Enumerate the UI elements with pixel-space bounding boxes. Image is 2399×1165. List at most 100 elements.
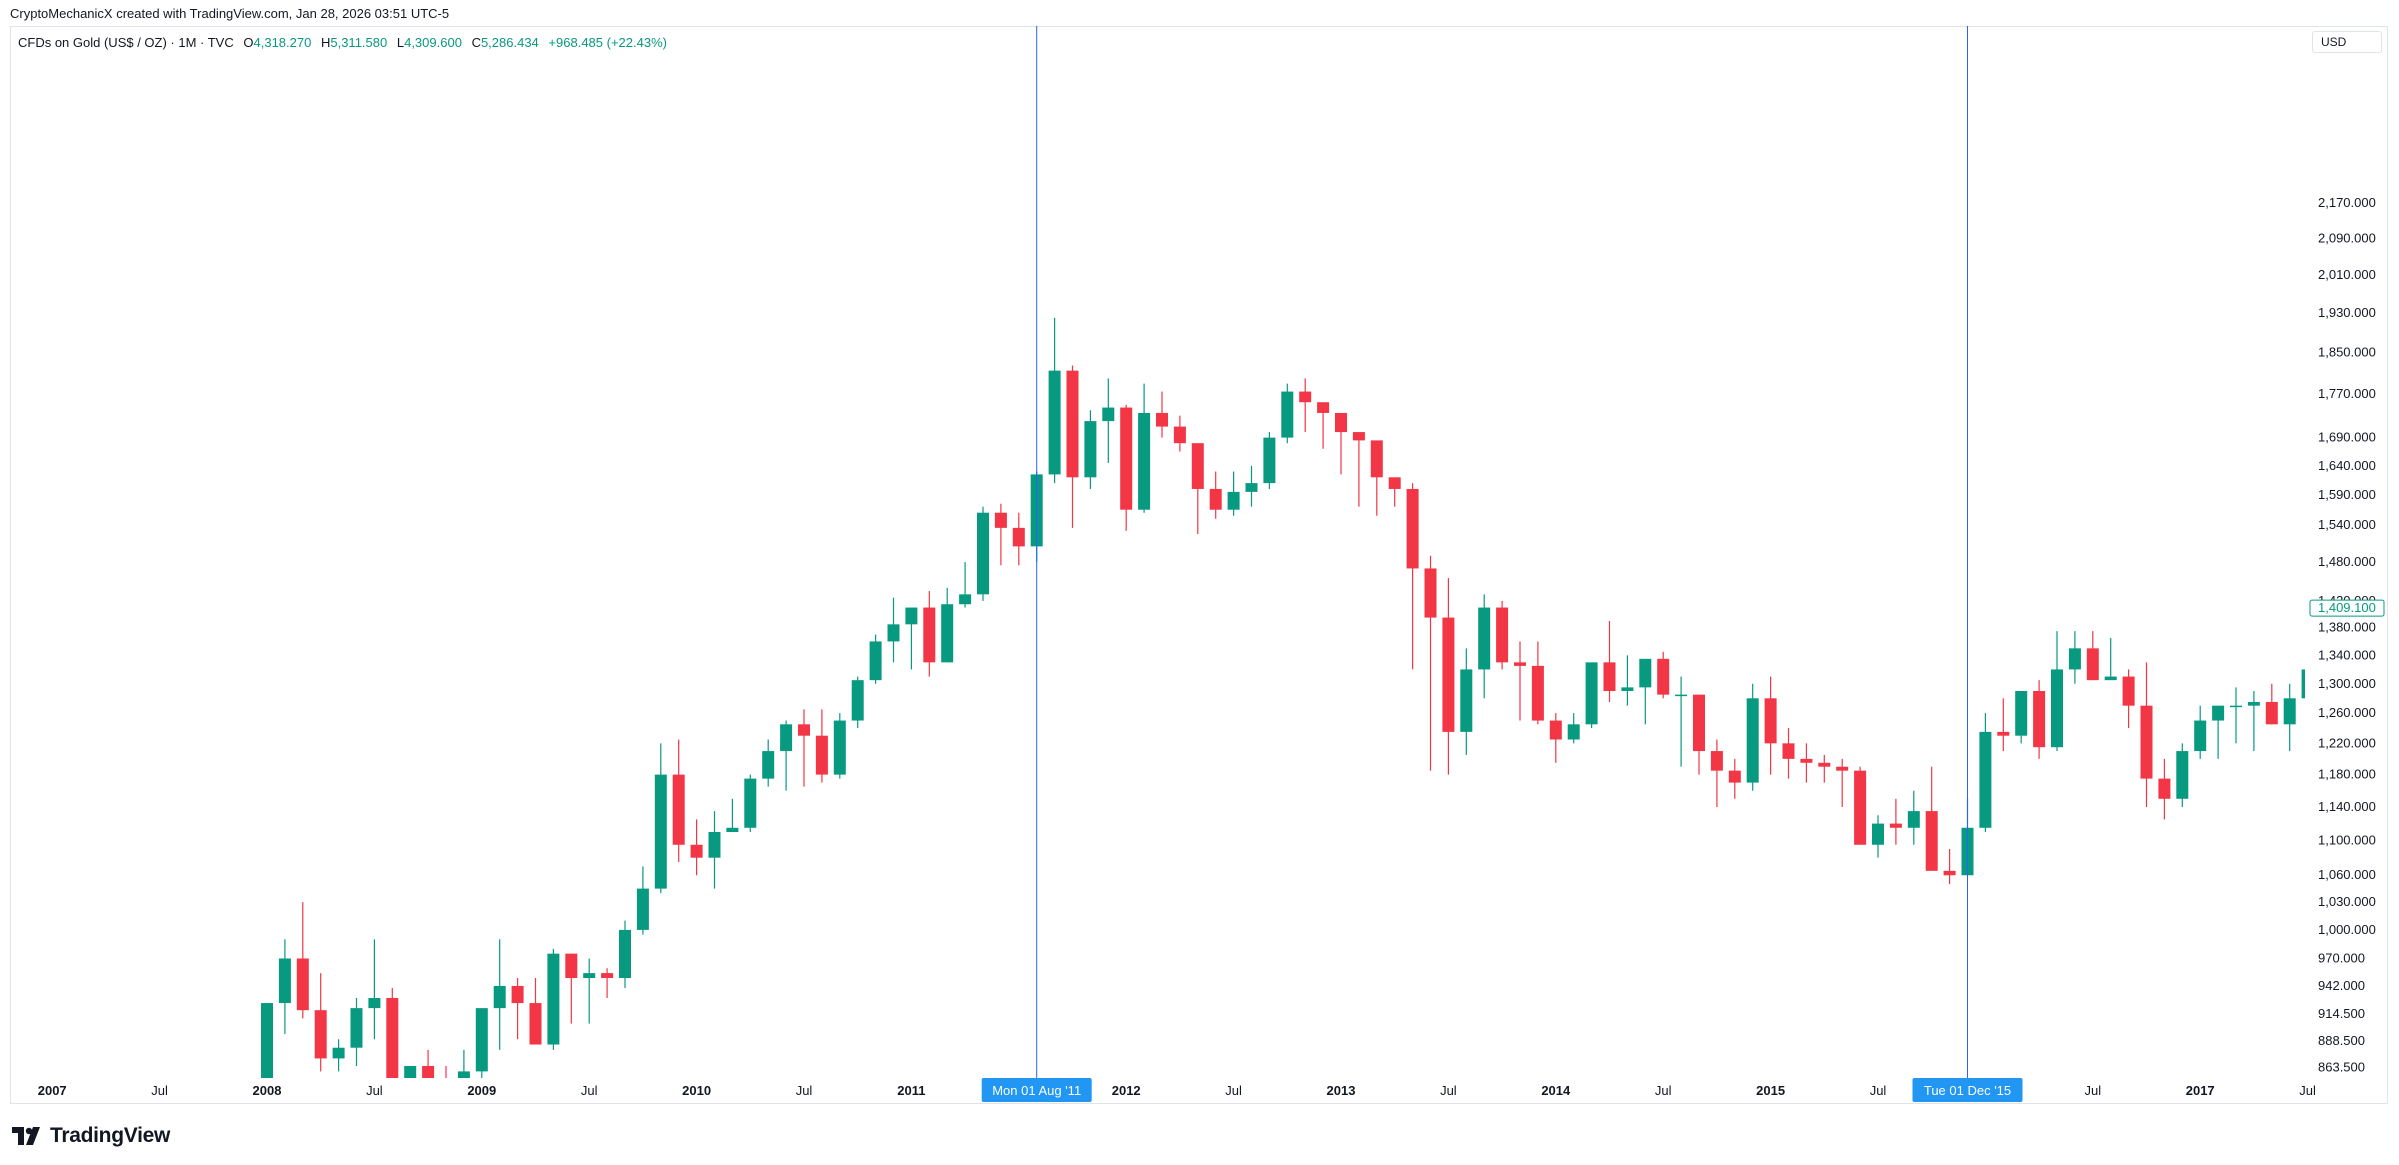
candle-41[interactable] — [994, 503, 1007, 566]
candle-13[interactable] — [493, 939, 506, 1050]
candle-98[interactable] — [2015, 691, 2028, 744]
candle-84[interactable] — [1764, 676, 1777, 775]
candle-16[interactable] — [547, 948, 560, 1050]
candle-20[interactable] — [619, 920, 631, 988]
candle-82[interactable] — [1728, 758, 1741, 799]
candle-14[interactable] — [511, 978, 524, 1040]
candle-112[interactable] — [2265, 683, 2278, 725]
candle-97[interactable] — [1997, 698, 2010, 752]
candle-19[interactable] — [601, 968, 614, 998]
candle-105[interactable] — [2140, 662, 2153, 807]
candle-40[interactable] — [977, 506, 989, 601]
candle-109[interactable] — [2212, 705, 2225, 759]
candle-67[interactable] — [1460, 648, 1473, 755]
candle-78[interactable] — [1657, 651, 1670, 699]
candle-49[interactable] — [1138, 383, 1151, 513]
candle-15[interactable] — [529, 978, 542, 1045]
candle-71[interactable] — [1531, 641, 1544, 725]
candle-34[interactable] — [869, 634, 882, 684]
candle-79[interactable] — [1675, 676, 1688, 767]
candle-70[interactable] — [1514, 641, 1526, 721]
candle-108[interactable] — [2194, 705, 2207, 759]
candle-89[interactable] — [1854, 766, 1867, 845]
symbol-name[interactable]: CFDs on Gold (US$ / OZ) · 1M · TVC — [18, 35, 234, 50]
candle-48[interactable] — [1120, 404, 1133, 531]
candle-3[interactable] — [314, 973, 327, 1072]
candle-101[interactable] — [2068, 631, 2081, 684]
candle-60[interactable] — [1335, 412, 1347, 475]
candle-55[interactable] — [1245, 465, 1258, 507]
candle-74[interactable] — [1585, 662, 1598, 729]
candle-54[interactable] — [1227, 471, 1240, 516]
candle-23[interactable] — [672, 739, 685, 863]
candle-83[interactable] — [1746, 683, 1759, 791]
candle-65[interactable] — [1424, 555, 1437, 771]
candle-4[interactable] — [332, 1039, 345, 1072]
candle-32[interactable] — [833, 713, 846, 779]
candle-0[interactable] — [261, 1003, 273, 1096]
candle-9[interactable] — [422, 1049, 435, 1165]
candle-94[interactable] — [1943, 849, 1956, 885]
tradingview-logo[interactable]: TradingView — [12, 1124, 170, 1148]
candle-2[interactable] — [296, 902, 309, 1019]
candle-27[interactable] — [744, 774, 757, 832]
candle-114[interactable] — [2301, 662, 2314, 724]
candle-119[interactable] — [2391, 638, 2399, 684]
candle-102[interactable] — [2086, 631, 2099, 681]
candle-58[interactable] — [1299, 378, 1312, 433]
candle-63[interactable] — [1388, 477, 1401, 507]
currency-selector[interactable]: USD — [2312, 31, 2382, 53]
candle-103[interactable] — [2104, 637, 2117, 681]
candle-86[interactable] — [1800, 743, 1813, 783]
candle-85[interactable] — [1782, 728, 1795, 779]
candle-6[interactable] — [368, 939, 381, 1040]
candle-69[interactable] — [1496, 600, 1509, 670]
candle-10[interactable] — [440, 1065, 452, 1139]
candle-22[interactable] — [654, 743, 667, 894]
candle-5[interactable] — [350, 997, 363, 1066]
candle-42[interactable] — [1012, 512, 1025, 566]
candle-39[interactable] — [959, 562, 972, 608]
candle-62[interactable] — [1370, 440, 1383, 516]
candle-73[interactable] — [1567, 713, 1580, 744]
candle-61[interactable] — [1352, 432, 1365, 507]
candle-99[interactable] — [2033, 680, 2046, 759]
candle-104[interactable] — [2122, 669, 2135, 729]
candle-36[interactable] — [905, 607, 918, 670]
candle-1[interactable] — [278, 939, 291, 1034]
candle-12[interactable] — [475, 1008, 488, 1082]
candle-96[interactable] — [1979, 713, 1992, 832]
candle-59[interactable] — [1317, 402, 1330, 449]
candle-110[interactable] — [2230, 687, 2242, 744]
candle-30[interactable] — [798, 709, 810, 787]
candle-21[interactable] — [636, 866, 649, 935]
candle-33[interactable] — [851, 676, 864, 729]
candle-46[interactable] — [1084, 410, 1097, 489]
candle-57[interactable] — [1281, 383, 1294, 444]
candle-50[interactable] — [1156, 391, 1168, 438]
candle-17[interactable] — [565, 953, 578, 1024]
candle-18[interactable] — [583, 958, 596, 1024]
candle-100[interactable] — [2051, 631, 2063, 752]
candle-77[interactable] — [1639, 658, 1652, 725]
candle-88[interactable] — [1836, 758, 1849, 807]
candle-35[interactable] — [887, 597, 900, 663]
candle-28[interactable] — [762, 739, 775, 787]
candle-87[interactable] — [1818, 754, 1831, 783]
candle-91[interactable] — [1889, 798, 1902, 845]
candle-111[interactable] — [2247, 691, 2260, 752]
candle-26[interactable] — [726, 798, 739, 832]
candle-38[interactable] — [941, 587, 954, 663]
candle-24[interactable] — [690, 819, 703, 876]
time-axis[interactable]: 2007 Jul 2008 Jul 2009 Jul 2010 Jul 2011 2012 Jul 2… — [38, 1078, 2399, 1102]
candle-80[interactable] — [1693, 694, 1705, 775]
candle-31[interactable] — [815, 709, 828, 783]
candle-44[interactable] — [1048, 317, 1061, 484]
candle-51[interactable] — [1173, 415, 1186, 452]
candle-11[interactable] — [457, 1049, 470, 1139]
candle-29[interactable] — [780, 720, 793, 791]
candle-25[interactable] — [708, 811, 721, 889]
candle-47[interactable] — [1102, 378, 1115, 463]
candle-106[interactable] — [2158, 758, 2171, 820]
